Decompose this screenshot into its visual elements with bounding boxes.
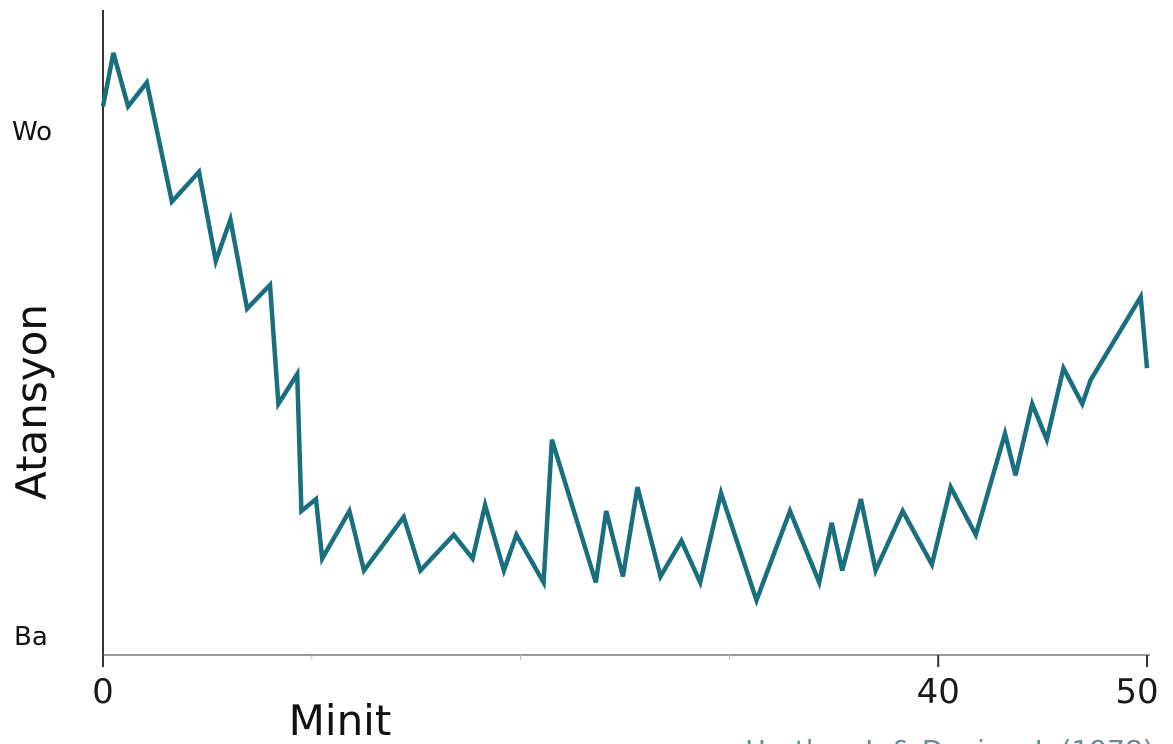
x-minor-tick-group xyxy=(311,655,730,660)
y-level-low-label: Ba xyxy=(14,622,48,652)
y-level-high-label: Wo xyxy=(12,117,52,147)
x-tick-group: 0 40 50 xyxy=(92,655,1159,712)
y-axis-title: Atansyon xyxy=(7,304,56,500)
x-tick-label-0: 0 xyxy=(92,672,114,712)
x-tick-label-50: 50 xyxy=(1115,672,1158,712)
series-line xyxy=(100,52,1150,608)
x-tick-label-40: 40 xyxy=(917,672,960,712)
source-credit: Hartley, J. & Davies, I. (1978) xyxy=(745,734,1154,744)
x-axis-title: Minit xyxy=(289,696,392,744)
